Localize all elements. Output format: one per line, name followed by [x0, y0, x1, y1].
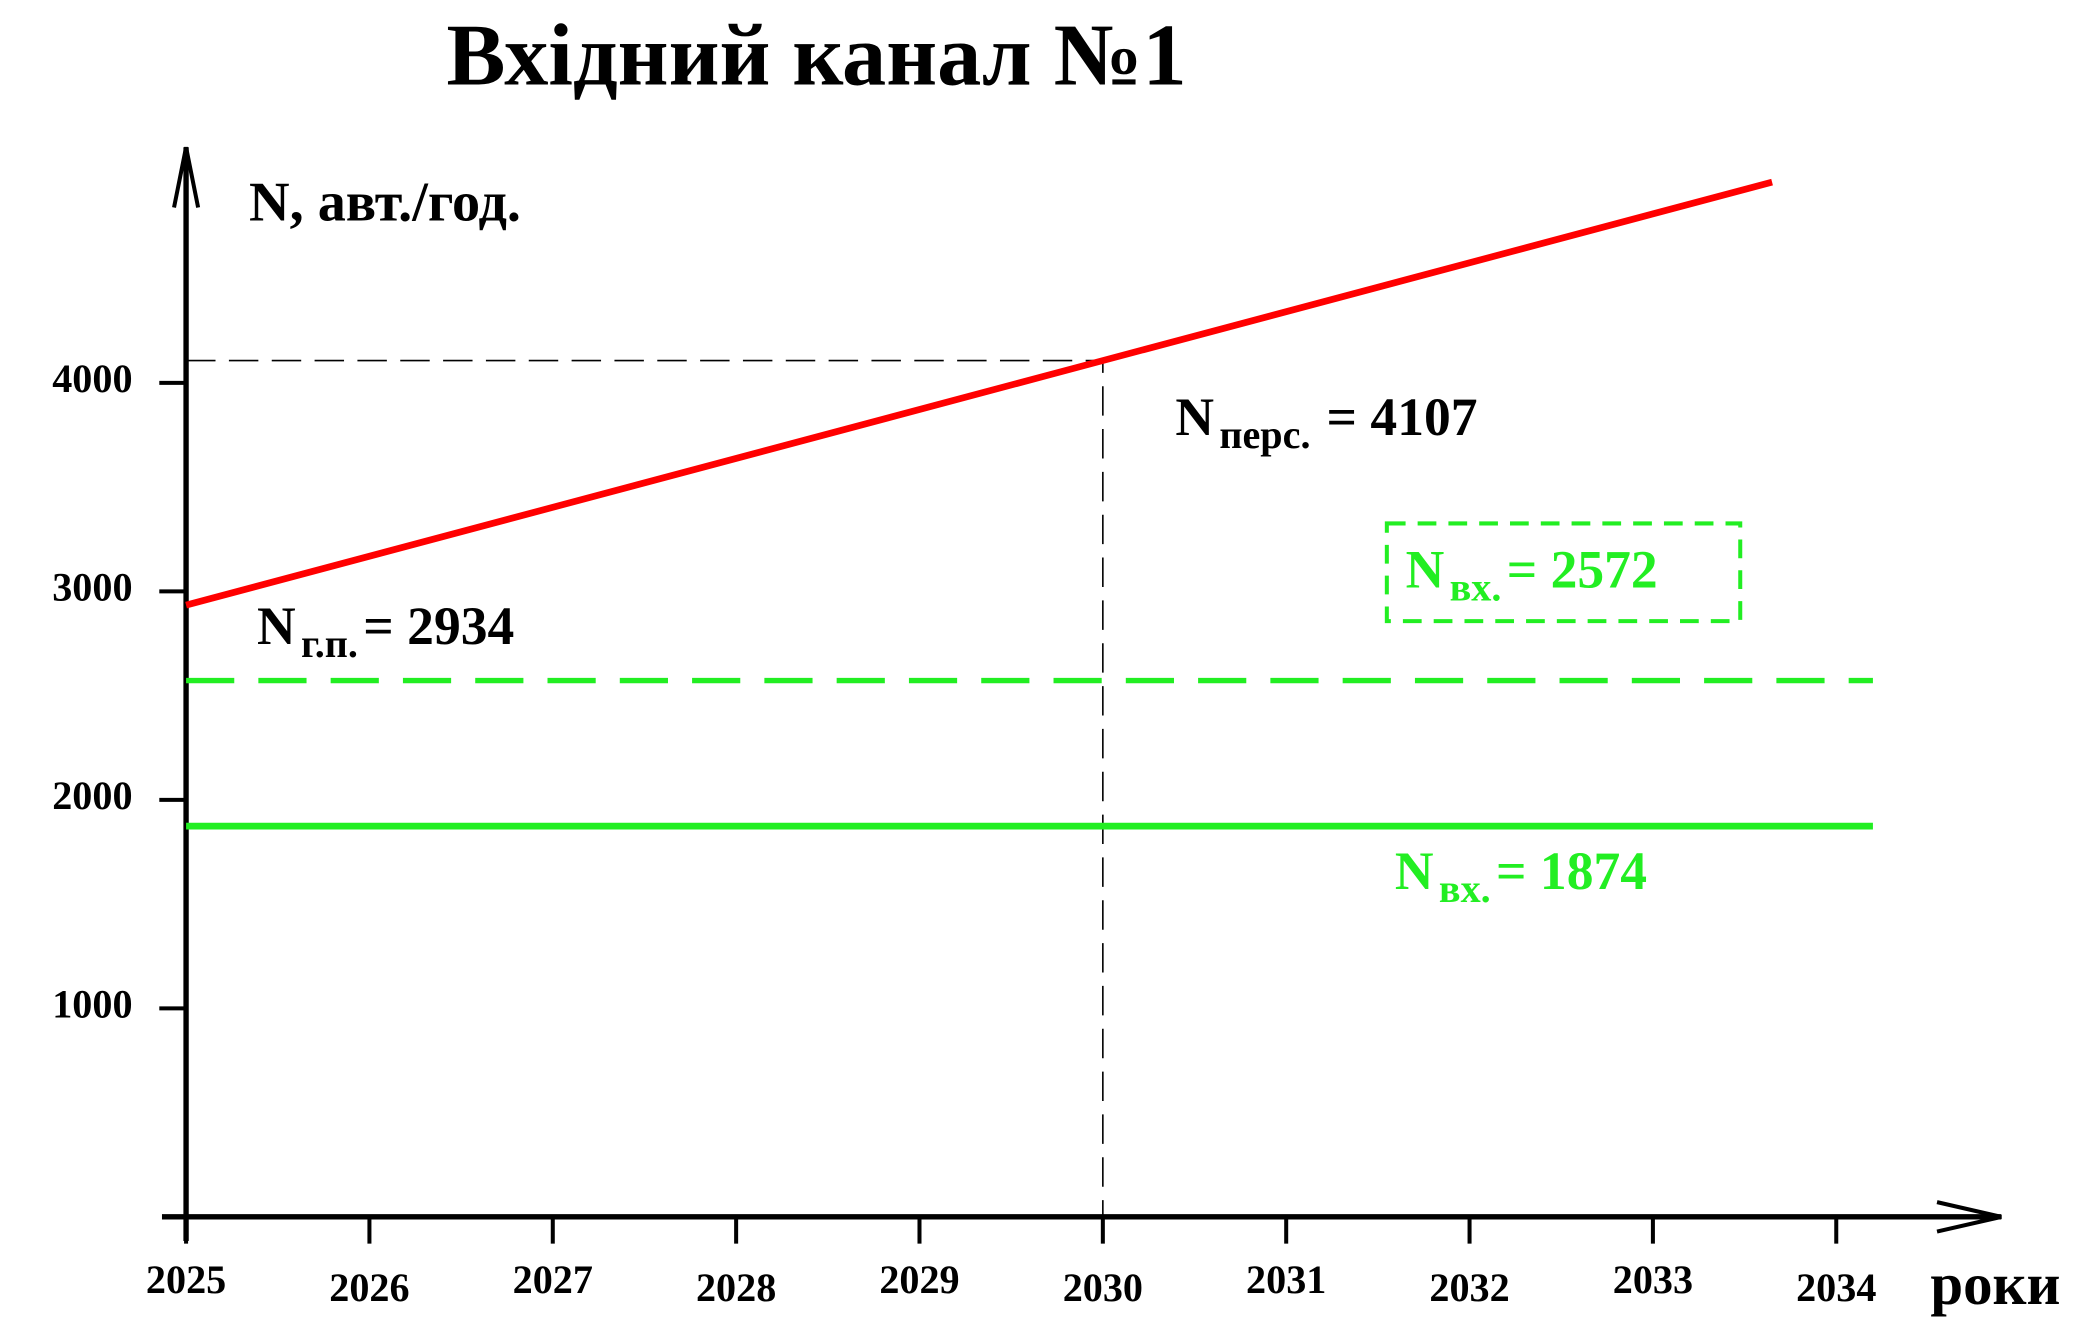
annotation-box [1384, 521, 1743, 624]
y-tick-label: 1000 [52, 982, 132, 1027]
y-axis-label: N, авт./год. [249, 171, 521, 233]
x-tick-label: 2032 [1429, 1265, 1509, 1310]
y-tick-label: 4000 [52, 356, 132, 401]
y-tick-label: 2000 [52, 773, 132, 818]
x-tick-label: 2030 [1063, 1265, 1143, 1310]
guide-line [186, 359, 1104, 1217]
x-tick-label: 2026 [329, 1265, 409, 1310]
x-tick-label: 2031 [1246, 1257, 1326, 1302]
x-tick-label: 2027 [513, 1257, 593, 1302]
x-tick-label: 2028 [696, 1265, 776, 1310]
chart-title: Вхідний канал №1 [447, 7, 1187, 105]
line [185, 178, 1773, 609]
x-tick-label: 2029 [879, 1257, 959, 1302]
x-tick-label: 2025 [146, 1257, 226, 1302]
x-tick-label: 2034 [1796, 1265, 1876, 1310]
x-axis-arrow [1936, 1200, 2002, 1234]
y-tick-label: 3000 [52, 565, 132, 610]
x-axis-label: роки [1930, 1252, 2060, 1317]
y-axis-arrow [172, 146, 201, 208]
x-tick-label: 2033 [1613, 1257, 1693, 1302]
